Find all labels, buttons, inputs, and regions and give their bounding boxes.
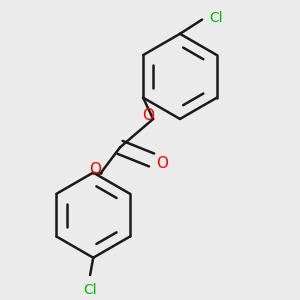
Text: Cl: Cl — [83, 283, 97, 297]
Text: O: O — [89, 162, 101, 177]
Text: O: O — [157, 156, 169, 171]
Text: Cl: Cl — [209, 11, 223, 25]
Text: O: O — [142, 108, 154, 123]
